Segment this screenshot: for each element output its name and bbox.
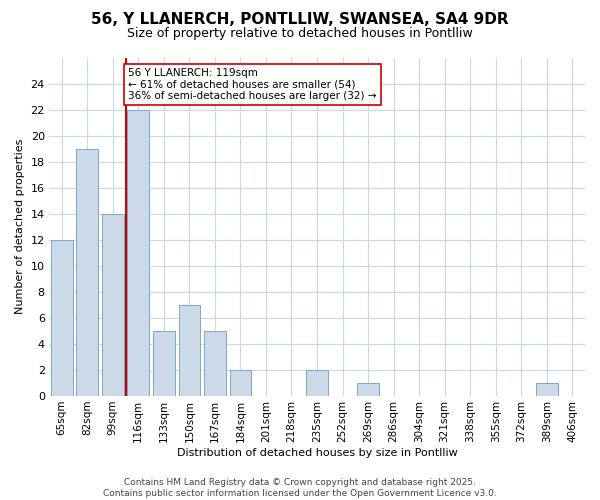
Bar <box>102 214 124 396</box>
X-axis label: Distribution of detached houses by size in Pontlliw: Distribution of detached houses by size … <box>176 448 457 458</box>
Bar <box>536 382 557 396</box>
Bar <box>153 330 175 396</box>
Bar <box>179 304 200 396</box>
Text: 56 Y LLANERCH: 119sqm
← 61% of detached houses are smaller (54)
36% of semi-deta: 56 Y LLANERCH: 119sqm ← 61% of detached … <box>128 68 377 101</box>
Text: Contains HM Land Registry data © Crown copyright and database right 2025.
Contai: Contains HM Land Registry data © Crown c… <box>103 478 497 498</box>
Text: 56, Y LLANERCH, PONTLLIW, SWANSEA, SA4 9DR: 56, Y LLANERCH, PONTLLIW, SWANSEA, SA4 9… <box>91 12 509 28</box>
Y-axis label: Number of detached properties: Number of detached properties <box>15 139 25 314</box>
Text: Size of property relative to detached houses in Pontlliw: Size of property relative to detached ho… <box>127 28 473 40</box>
Bar <box>76 148 98 396</box>
Bar <box>51 240 73 396</box>
Bar <box>204 330 226 396</box>
Bar <box>357 382 379 396</box>
Bar <box>127 110 149 396</box>
Bar <box>230 370 251 396</box>
Bar <box>306 370 328 396</box>
